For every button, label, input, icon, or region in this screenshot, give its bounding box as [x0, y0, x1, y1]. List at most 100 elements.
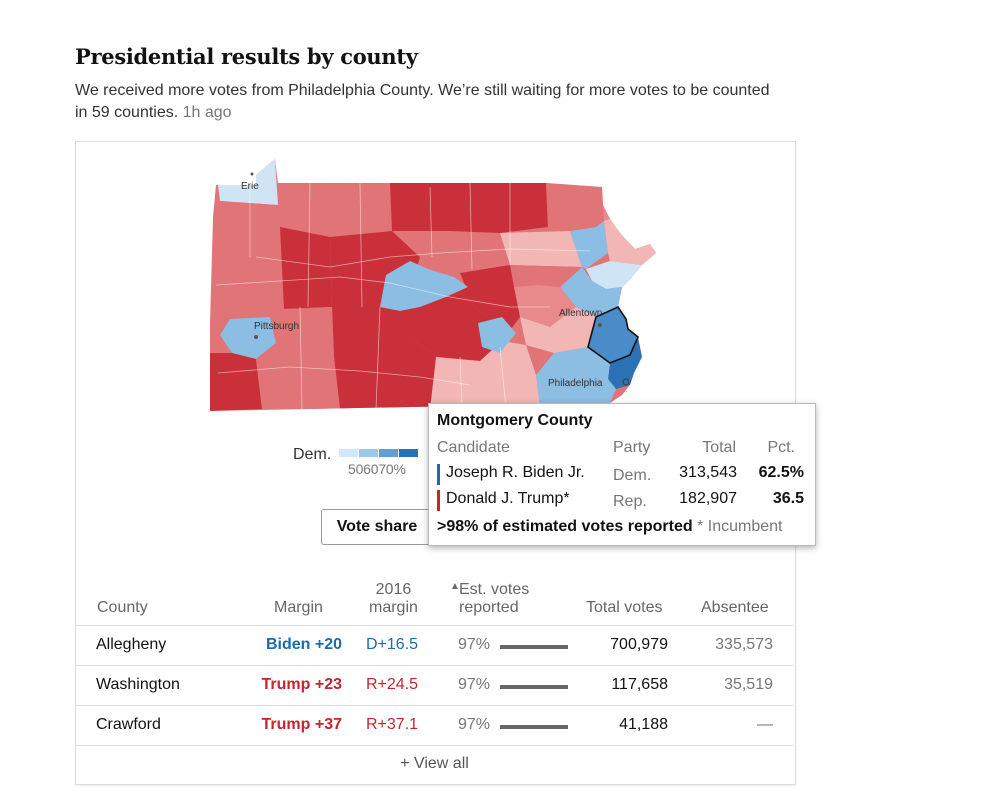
- col-header-total-votes[interactable]: Total votes: [586, 599, 663, 616]
- county-schuylkill[interactable]: [514, 285, 576, 327]
- section-subtitle: We received more votes from Philadelphia…: [75, 80, 775, 124]
- absentee-votes: —: [757, 716, 773, 733]
- candidate-pct: 62.5%: [758, 464, 804, 481]
- county-boundaries: [215, 182, 591, 410]
- county-philadelphia[interactable]: [608, 337, 642, 389]
- tooltip-footer: >98% of estimated votes reported * Incum…: [437, 518, 782, 536]
- candidate-name: Joseph R. Biden Jr.: [446, 464, 585, 481]
- county-blair-huntingdon[interactable]: [332, 287, 474, 409]
- county-name: Allegheny: [96, 636, 167, 653]
- county-allegheny[interactable]: [220, 317, 276, 359]
- county-bradford[interactable]: [546, 183, 604, 231]
- margin-value: Trump +23: [261, 676, 342, 693]
- county-berks[interactable]: [520, 307, 596, 353]
- col-header-absentee[interactable]: Absentee: [701, 599, 769, 616]
- county-washington-greene[interactable]: [210, 353, 262, 411]
- table-row: Crawford Trump +37 R+37.1 97% 41,188 —: [76, 705, 793, 745]
- margin-value: Biden +20: [265, 636, 342, 653]
- col-header-est-votes[interactable]: Est. votes reported: [459, 581, 529, 617]
- legend-swatch: [339, 449, 358, 457]
- county-erie[interactable]: [218, 159, 278, 205]
- col-header-2016-top: 2016: [375, 581, 412, 598]
- philadelphia-dot: [622, 378, 630, 386]
- county-montgomery[interactable]: [588, 307, 638, 363]
- county-wayne-pike[interactable]: [604, 219, 656, 265]
- margin-2016: R+37.1: [366, 716, 419, 733]
- county-susquehanna[interactable]: [596, 187, 610, 227]
- legend-swatch: [359, 449, 378, 457]
- candidate-pct: 36.5: [772, 490, 804, 507]
- county-york-lancaster[interactable]: [430, 341, 540, 409]
- reported-pct: 97%: [458, 676, 491, 693]
- erie-dot: [250, 172, 254, 176]
- legend-color-scale: [339, 449, 418, 457]
- tooltip-header-pct: Pct.: [767, 439, 795, 456]
- subtitle-text: We received more votes from Philadelphia…: [75, 82, 770, 121]
- allentown-dot: [598, 323, 602, 327]
- boundary-line: [299, 306, 507, 410]
- county-lackawanna[interactable]: [570, 221, 608, 269]
- margin-2016: D+16.5: [366, 636, 419, 653]
- margin-2016: R+24.5: [366, 676, 419, 693]
- tooltip-row-trump: Donald J. Trump* Rep. 182,907 36.5: [437, 490, 812, 511]
- section-title: Presidential results by county: [75, 44, 418, 69]
- absentee-votes: 35,519: [724, 676, 773, 693]
- reported-pct: 97%: [458, 636, 491, 653]
- boundary-line: [255, 248, 591, 268]
- col-header-margin[interactable]: Margin: [274, 599, 323, 616]
- county-centre-blue[interactable]: [380, 261, 468, 311]
- reported-bar: [500, 685, 568, 689]
- county-crawford[interactable]: [218, 201, 280, 247]
- view-all-button[interactable]: + View all: [76, 745, 793, 782]
- col-header-county[interactable]: County: [97, 599, 148, 616]
- reported-bar: [500, 725, 568, 729]
- county-lehigh-northampton[interactable]: [560, 267, 622, 317]
- county-westmoreland-fayette[interactable]: [256, 307, 340, 409]
- total-votes: 117,658: [611, 676, 668, 693]
- tooltip-header-party: Party: [613, 439, 651, 456]
- vote-share-toggle[interactable]: Vote share: [321, 509, 433, 545]
- county-elk-clearfield[interactable]: [280, 227, 332, 309]
- absentee-votes: 335,573: [715, 636, 773, 653]
- county-wyoming-sullivan[interactable]: [500, 231, 582, 267]
- county-dauphin-blue[interactable]: [478, 317, 516, 353]
- erie-label: Erie: [241, 181, 259, 192]
- col-header-2016-margin[interactable]: 2016 margin: [369, 581, 418, 617]
- sort-ascending-icon[interactable]: ▲: [450, 581, 460, 592]
- margin-value: Trump +37: [261, 716, 342, 733]
- candidate-total: 313,543: [679, 464, 737, 481]
- legend-swatch: [399, 449, 418, 457]
- pittsburgh-dot: [254, 335, 258, 339]
- total-votes: 41,188: [619, 716, 668, 733]
- county-monroe[interactable]: [586, 261, 642, 289]
- boundary-line: [249, 182, 511, 308]
- montgomery-highlight-outline: [587, 305, 639, 364]
- tooltip-header-total: Total: [702, 439, 736, 456]
- updated-time: 1h ago: [182, 104, 232, 121]
- legend-swatch: [379, 449, 398, 457]
- total-votes: 700,979: [610, 636, 668, 653]
- county-luzerne[interactable]: [510, 265, 582, 287]
- county-name: Crawford: [96, 716, 161, 733]
- rep-color-bar: [437, 490, 440, 511]
- reported-pct: 97%: [458, 716, 491, 733]
- county-warren-mckean[interactable]: [278, 183, 392, 237]
- tooltip-county-name: Montgomery County: [437, 412, 593, 429]
- tooltip-header-candidate: Candidate: [437, 439, 510, 456]
- table-row: Allegheny Biden +20 D+16.5 97% 700,979 3…: [76, 625, 793, 665]
- county-potter-tioga[interactable]: [390, 183, 548, 233]
- legend-dem-label: Dem.: [293, 446, 332, 463]
- tooltip-row-biden: Joseph R. Biden Jr. Dem. 313,543 62.5%: [437, 464, 812, 485]
- votes-reported-note: >98% of estimated votes reported: [437, 518, 693, 535]
- boundary-line: [217, 366, 471, 386]
- col-header-est-bottom: reported: [459, 599, 519, 616]
- legend-ticks: 506070%: [348, 461, 406, 477]
- allentown-label: Allentown: [559, 308, 602, 319]
- boundary-line: [215, 276, 550, 308]
- candidate-total: 182,907: [679, 490, 737, 507]
- county-tooltip: Montgomery County Candidate Party Total …: [428, 403, 816, 546]
- candidate-party: Rep.: [613, 493, 647, 510]
- county-chester-delaware[interactable]: [536, 347, 616, 407]
- county-map[interactable]: Erie Pittsburgh Allentown Philadelphia: [210, 157, 662, 415]
- county-west-central[interactable]: [213, 245, 284, 319]
